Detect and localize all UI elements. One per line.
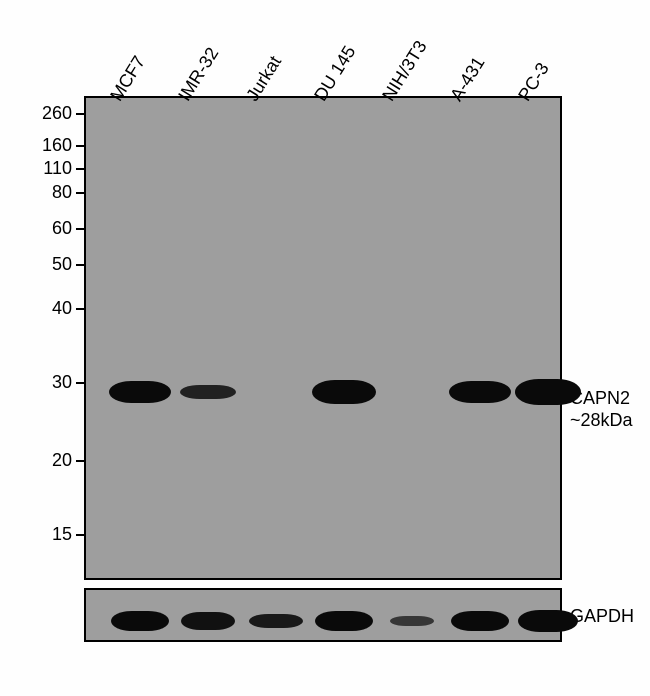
mw-marker-30: 30 bbox=[36, 372, 72, 393]
target-band-lane-0 bbox=[109, 381, 171, 403]
mw-tick-60 bbox=[76, 228, 84, 230]
mw-tick-110 bbox=[76, 168, 84, 170]
target-band-lane-6 bbox=[515, 379, 581, 405]
target-band-lane-5 bbox=[449, 381, 511, 403]
mw-marker-20: 20 bbox=[36, 450, 72, 471]
loading-band-lane-3 bbox=[315, 611, 373, 631]
mw-marker-80: 80 bbox=[36, 182, 72, 203]
mw-tick-160 bbox=[76, 145, 84, 147]
loading-label: GAPDH bbox=[570, 606, 634, 627]
mw-marker-40: 40 bbox=[36, 298, 72, 319]
mw-marker-110: 110 bbox=[36, 158, 72, 179]
mw-tick-30 bbox=[76, 382, 84, 384]
mw-marker-260: 260 bbox=[36, 103, 72, 124]
mw-marker-15: 15 bbox=[36, 524, 72, 545]
loading-band-lane-1 bbox=[181, 612, 235, 630]
target-size-label: ~28kDa bbox=[570, 410, 633, 431]
mw-tick-80 bbox=[76, 192, 84, 194]
mw-tick-20 bbox=[76, 460, 84, 462]
blot-membrane-main bbox=[84, 96, 562, 580]
loading-band-lane-5 bbox=[451, 611, 509, 631]
mw-tick-40 bbox=[76, 308, 84, 310]
target-band-lane-3 bbox=[312, 380, 376, 404]
loading-band-lane-4 bbox=[390, 616, 434, 626]
mw-marker-160: 160 bbox=[36, 135, 72, 156]
loading-band-lane-6 bbox=[518, 610, 578, 632]
mw-tick-15 bbox=[76, 534, 84, 536]
mw-marker-50: 50 bbox=[36, 254, 72, 275]
loading-band-lane-2 bbox=[249, 614, 303, 628]
mw-tick-50 bbox=[76, 264, 84, 266]
target-band-lane-1 bbox=[180, 385, 236, 399]
loading-band-lane-0 bbox=[111, 611, 169, 631]
lane-label-4: NIH/3T3 bbox=[378, 37, 431, 105]
mw-tick-260 bbox=[76, 113, 84, 115]
western-blot-figure: MCF7IMR-32JurkatDU 145NIH/3T3A-431PC-3 2… bbox=[0, 0, 650, 696]
mw-marker-60: 60 bbox=[36, 218, 72, 239]
